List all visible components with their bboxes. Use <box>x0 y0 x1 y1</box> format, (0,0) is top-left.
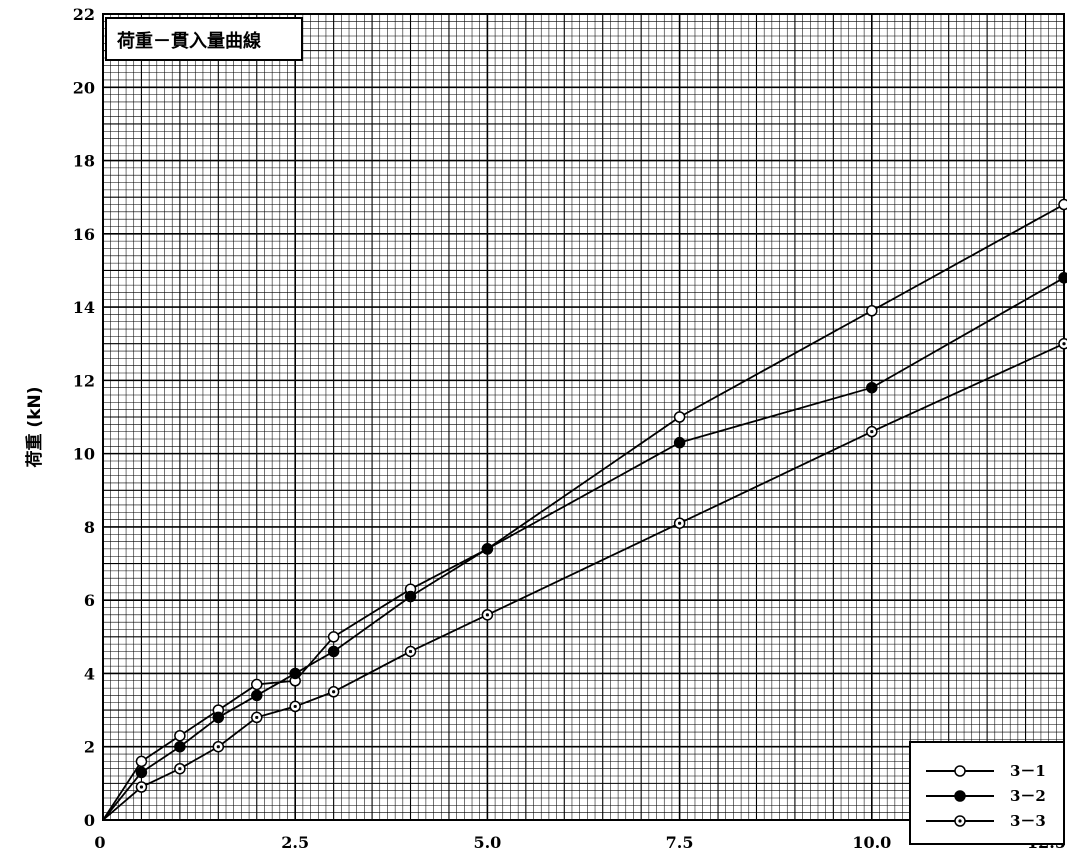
legend-label: 3－3 <box>1010 812 1046 830</box>
data-point-dot <box>293 704 297 709</box>
data-point-dot <box>958 819 962 823</box>
x-tick-label: 5.0 <box>473 833 501 852</box>
y-tick-label: 0 <box>84 811 95 830</box>
y-tick-label: 8 <box>84 518 95 537</box>
y-tick-label: 22 <box>73 5 95 24</box>
data-point <box>174 740 186 753</box>
data-point <box>135 766 148 779</box>
legend: 3－1 3－2 3－3 <box>909 741 1065 845</box>
data-point <box>174 729 186 742</box>
series-lines <box>102 198 1067 821</box>
data-point <box>866 381 878 394</box>
plot-frame <box>102 13 1065 821</box>
chart-title: 荷重－貫入量曲線 <box>117 30 261 52</box>
data-point-dot <box>1062 342 1066 346</box>
data-point-dot <box>255 715 259 720</box>
data-point-dot <box>678 521 682 525</box>
plot-grid <box>102 13 1065 821</box>
data-point-dot <box>139 785 144 789</box>
data-point <box>289 667 301 680</box>
data-point <box>251 689 263 702</box>
y-tick-label: 4 <box>84 664 95 683</box>
data-point <box>673 411 686 423</box>
data-point <box>954 765 966 777</box>
data-point <box>251 678 263 691</box>
y-tick-label: 18 <box>73 152 95 171</box>
legend-label: 3－1 <box>1010 762 1046 780</box>
data-point <box>673 436 686 449</box>
series-line <box>102 203 1065 821</box>
series-2 <box>102 272 1067 821</box>
y-tick-label: 10 <box>73 445 95 464</box>
y-tick-label: 6 <box>84 591 95 610</box>
data-point <box>481 543 494 555</box>
y-tick-label: 2 <box>84 738 95 757</box>
legend-item: 3－2 <box>926 787 1046 805</box>
data-point <box>1058 272 1067 284</box>
data-point <box>954 790 966 802</box>
plot-border <box>102 13 1065 821</box>
chart-title-box: 荷重－貫入量曲線 <box>105 17 303 61</box>
y-axis-label: 荷重 (kN) <box>24 387 45 468</box>
data-point-dot <box>216 745 220 749</box>
y-tick-label: 12 <box>73 371 95 390</box>
data-point-dot <box>485 613 489 617</box>
data-point <box>212 711 225 724</box>
data-point-dot <box>332 690 336 694</box>
legend-label: 3－2 <box>1010 787 1046 805</box>
y-tick-label: 20 <box>73 78 95 97</box>
data-point <box>327 631 340 643</box>
data-point-dot <box>408 649 413 654</box>
legend-item: 3－1 <box>926 762 1046 780</box>
data-point <box>135 755 148 768</box>
data-point <box>327 645 340 658</box>
data-point-dot <box>870 430 874 434</box>
y-tick-label: 16 <box>73 225 95 244</box>
data-point-dot <box>178 767 182 771</box>
data-point <box>404 590 417 603</box>
y-axis-ticks: 0 2 4 6 8 10 12 14 16 18 20 22 <box>73 5 95 830</box>
x-tick-label: 10.0 <box>852 833 891 852</box>
x-tick-label: 2.5 <box>281 833 309 852</box>
series-line <box>102 342 1065 821</box>
x-tick-label: 0 <box>94 833 105 852</box>
x-tick-label: 7.5 <box>666 833 694 852</box>
data-point <box>866 305 878 317</box>
series-3 <box>102 337 1067 821</box>
y-tick-label: 14 <box>73 298 95 317</box>
data-point <box>1058 198 1067 211</box>
legend-item: 3－3 <box>926 812 1046 830</box>
series-line <box>102 277 1065 821</box>
